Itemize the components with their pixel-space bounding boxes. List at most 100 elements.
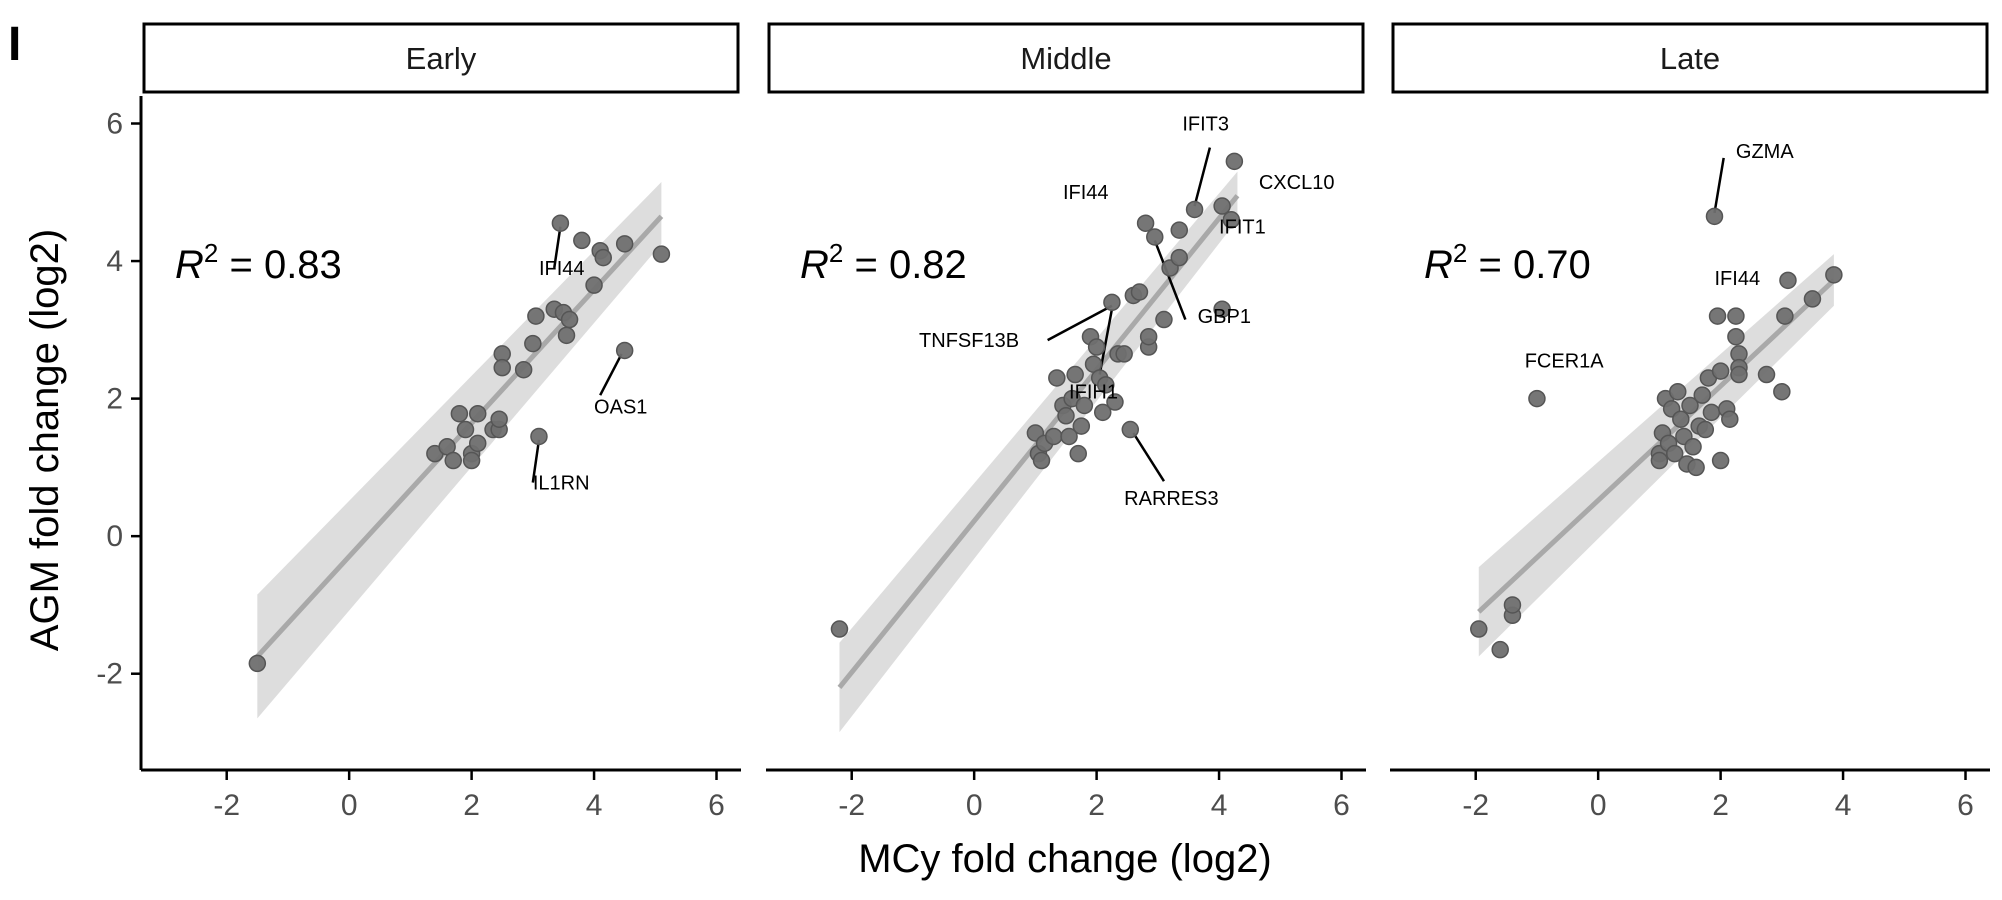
data-point [1757, 365, 1776, 384]
data-point [1672, 410, 1690, 428]
x-tick-label: 4 [1835, 789, 1852, 822]
x-tick-label: -2 [838, 789, 865, 822]
facet-title: Early [406, 41, 477, 76]
data-point [830, 620, 849, 638]
data-point [1185, 200, 1204, 219]
data-point [468, 404, 487, 423]
data-point [1705, 207, 1724, 226]
gene-label: FCER1A [1525, 351, 1605, 373]
facet-strip [1391, 22, 1989, 94]
data-point [1222, 211, 1241, 229]
data-point [1708, 307, 1727, 325]
data-point [1045, 427, 1063, 446]
data-point [1721, 410, 1739, 428]
facet-late: Late GZMA IFI44 FCER1A R2 = 0.70 -2 0 2 4 6 [1390, 22, 1990, 822]
data-point [1136, 214, 1155, 232]
facet-early: Early IFI44 OAS1 IL1RN R2 = 0.83 -2 0 2 4 6 -2 0 2 4 6 [96, 22, 741, 822]
data-point [1103, 293, 1121, 312]
label-leader-line [1047, 304, 1113, 342]
r-squared-annotation: R2 = 0.83 [175, 238, 342, 287]
gene-label: IFI44 [1714, 268, 1760, 290]
r-squared-annotation: R2 = 0.82 [800, 238, 967, 287]
data-point [1711, 362, 1730, 380]
data-point [615, 235, 634, 253]
data-point [524, 334, 542, 353]
data-point [1057, 407, 1075, 425]
label-leader-line [1713, 157, 1725, 214]
data-point [490, 410, 508, 428]
data-point [652, 245, 671, 263]
gene-label: CXCL10 [1259, 172, 1335, 194]
data-point [1170, 221, 1189, 239]
panel-letter: I [8, 18, 21, 71]
data-point [1213, 300, 1231, 318]
data-point [1669, 382, 1687, 401]
label-leader-line [1153, 239, 1187, 320]
y-axis-label: AGM fold change (log2) [23, 229, 67, 651]
data-point [514, 360, 533, 379]
data-point [1711, 451, 1730, 470]
gene-label: TNFSF13B [919, 330, 1019, 352]
x-tick-label: 0 [1590, 789, 1607, 822]
data-point [1087, 338, 1106, 356]
gene-label: IFI44 [539, 258, 585, 280]
data-point [1155, 310, 1173, 329]
r-squared-annotation: R2 = 0.70 [1424, 238, 1591, 287]
data-point [1060, 427, 1078, 446]
data-point [1093, 403, 1112, 422]
y-tick-label: 6 [106, 108, 123, 141]
x-tick-label: 6 [1333, 789, 1350, 822]
x-tick-label: 6 [708, 789, 725, 822]
data-point [1825, 266, 1843, 284]
data-point [1066, 365, 1084, 384]
gene-label: IL1RN [533, 472, 590, 494]
x-tick-label: 4 [586, 789, 603, 822]
data-point [1146, 228, 1164, 246]
x-tick-label: 0 [966, 789, 983, 822]
data-point [1665, 444, 1684, 463]
data-point [1072, 417, 1091, 435]
data-point [1693, 386, 1711, 404]
data-point [1121, 420, 1140, 439]
label-leader-line [599, 353, 623, 396]
data-point [1503, 596, 1522, 614]
gene-label: IFI44 [1063, 182, 1109, 204]
data-point [1681, 396, 1699, 415]
data-point [1470, 620, 1488, 638]
data-point [585, 276, 603, 294]
data-point [493, 358, 511, 377]
y-tick-label: 0 [106, 520, 123, 553]
data-point [1491, 640, 1509, 659]
data-point [1139, 327, 1158, 346]
label-leader-line [1132, 432, 1166, 482]
y-tick-label: 4 [106, 245, 123, 278]
facet-strip [142, 22, 740, 94]
label-leader-line [531, 439, 541, 483]
data-point [1650, 451, 1669, 470]
data-point [1048, 369, 1066, 387]
data-point [1115, 345, 1133, 363]
data-point [1687, 458, 1705, 477]
y-tick-label: -2 [96, 658, 123, 691]
gene-label: OAS1 [594, 397, 647, 419]
data-point [1776, 307, 1794, 325]
gene-label: IFIH1 [1069, 382, 1118, 404]
gene-label: GZMA [1736, 141, 1794, 163]
x-tick-label: 6 [1957, 789, 1974, 822]
x-tick-label: -2 [213, 789, 240, 822]
data-point [1075, 396, 1094, 415]
data-point [1702, 403, 1721, 422]
data-point [1779, 271, 1797, 290]
x-tick-label: 2 [463, 789, 480, 822]
y-tick-label: 2 [106, 383, 123, 416]
data-point [1130, 283, 1149, 301]
gene-label: RARRES3 [1124, 488, 1218, 510]
x-tick-label: 0 [341, 789, 358, 822]
gene-label: IFIT3 [1182, 113, 1229, 135]
data-point [1032, 451, 1051, 470]
data-point [468, 434, 487, 453]
data-point [527, 307, 545, 325]
data-point [1803, 290, 1822, 308]
data-point [1097, 376, 1115, 394]
